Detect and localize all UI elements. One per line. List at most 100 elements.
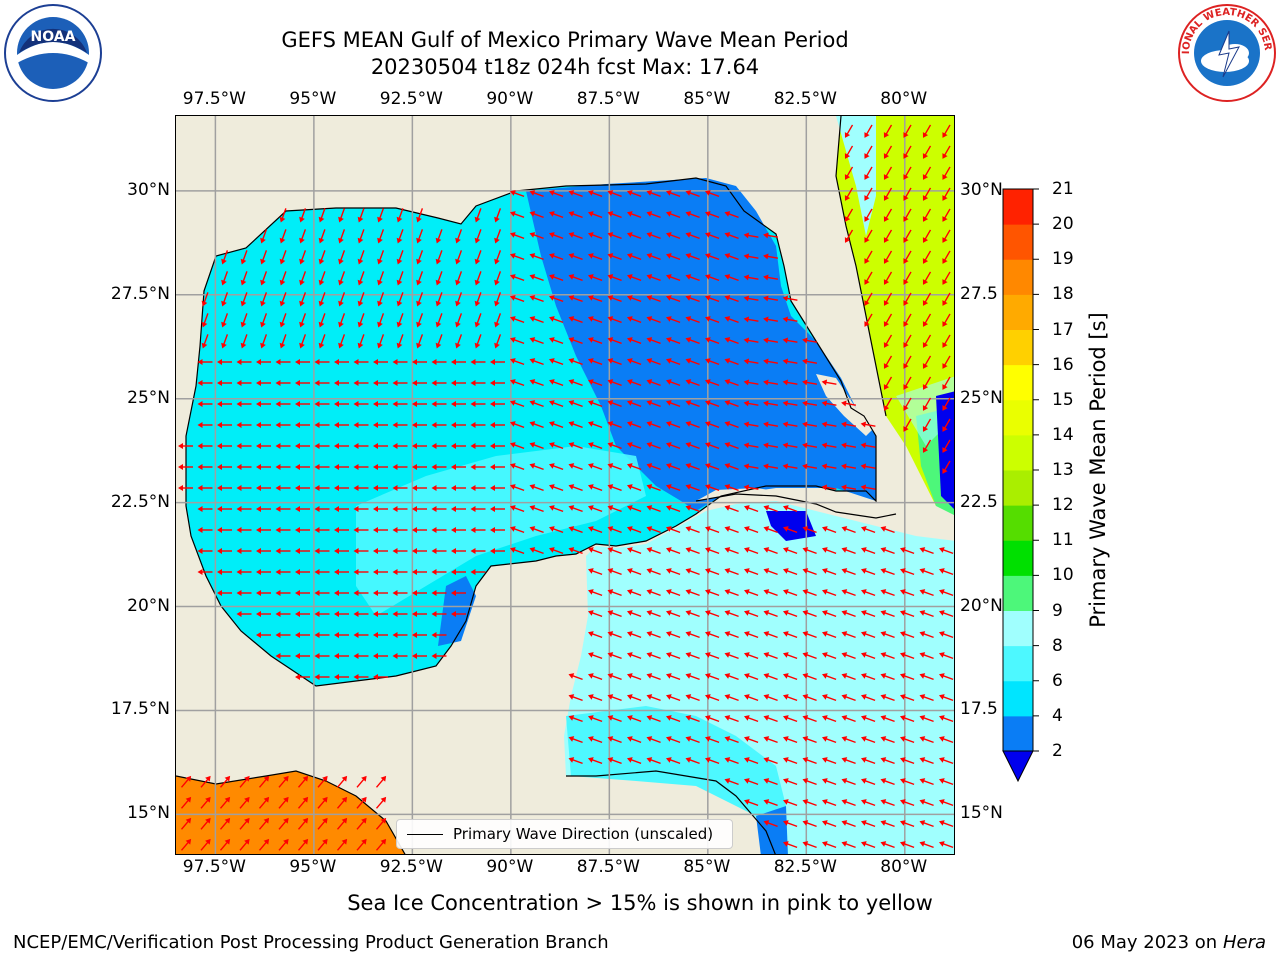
wave-arrow [782,820,798,828]
wave-arrow [841,421,857,428]
wave-arrow [240,334,248,349]
wave-arrow [470,485,486,491]
colorbar-band [1003,294,1033,330]
wave-arrow [412,506,427,512]
wave-arrow [455,229,463,244]
wave-arrow [236,611,252,617]
wave-arrow [392,527,408,533]
wave-arrow [353,506,369,512]
wave-arrow [763,631,778,639]
wave-arrow [646,358,661,366]
wave-arrow [318,313,326,328]
wave-arrow [587,421,603,429]
wave-arrow [275,401,291,407]
wave-arrow [821,652,837,660]
wave-arrow [178,485,193,491]
lat-tick-label-left: 27.5°N [110,283,170,304]
colorbar-band [1003,610,1033,647]
wave-arrow [864,271,873,285]
wave-arrow [314,548,330,554]
wave-arrow [509,274,525,282]
wave-arrow [903,187,912,201]
wave-arrow [626,484,642,492]
wave-arrow [844,229,854,243]
wave-arrow [353,380,369,386]
colorbar-band [1003,434,1033,471]
wave-arrow [743,715,759,723]
wave-arrow [587,526,603,534]
wave-direction-arrows [178,124,954,851]
wave-arrow [412,401,427,407]
wave-arrow [314,506,330,512]
wave-arrow [396,229,404,244]
wave-arrow [197,359,213,365]
wave-arrow [743,631,759,639]
wave-arrow [938,568,954,576]
wave-arrow [217,443,232,449]
wave-arrow [763,379,779,386]
wave-arrow [724,526,739,534]
lat-tick-label-right: 17.5 [960,699,998,720]
colorbar-tick-label: 15 [1052,389,1074,410]
wave-arrow [646,589,661,597]
wave-arrow [474,313,482,328]
wave-arrow [880,547,895,555]
wave-arrow [295,527,310,533]
wave-arrow [763,526,778,534]
wave-arrow [763,421,779,428]
wave-arrow [802,568,817,576]
wave-arrow [236,401,252,407]
wave-arrow [509,547,525,555]
wave-arrow [587,442,603,450]
wave-arrow [548,505,564,513]
wave-arrow [275,527,291,533]
wave-arrow [860,757,876,765]
wave-arrow [802,547,817,555]
campeche-deep [438,576,476,646]
wave-arrow [782,547,798,555]
wave-arrow [412,527,427,533]
wave-arrow [490,464,505,470]
wave-arrow [353,569,369,575]
caribbean-coastal-band [566,706,786,816]
wave-arrow [356,817,367,830]
wave-arrow [841,757,856,765]
wave-arrow [821,379,837,386]
wave-arrow [860,652,876,660]
wave-arrow [685,295,700,303]
wave-arrow [841,610,856,618]
wave-arrow [568,400,583,408]
wave-arrow [412,422,427,428]
wave-arrow [373,632,388,638]
wave-arrow [217,359,232,365]
wave-arrow [763,253,779,260]
wave-arrow [685,736,700,744]
wave-arrow [903,229,912,243]
wave-arrow [451,401,466,407]
wave-arrow [295,506,310,512]
wave-arrow [338,250,346,265]
wave-arrow [470,443,486,449]
wave-arrow [314,653,330,659]
wave-arrow [275,485,291,491]
wave-arrow [626,421,642,429]
wave-arrow [373,422,388,428]
wave-arrow [607,547,622,555]
wave-arrow [607,631,622,639]
wave-arrow [763,610,778,618]
wave-arrow [763,778,778,786]
colorbar-band [1003,575,1033,611]
wave-arrow [626,358,642,366]
wave-arrow [880,694,895,702]
colorbar-band [1003,189,1033,225]
wave-arrow [704,526,720,534]
wave-arrow [529,316,544,324]
colorbar-tick-label: 21 [1052,179,1074,199]
cuba-island [696,488,896,518]
wave-arrow [529,337,544,345]
wave-arrow [922,376,932,390]
wave-arrow [841,652,856,660]
wave-arrow [665,589,681,597]
wave-arrow [258,775,270,788]
wave-arrow [295,632,310,638]
